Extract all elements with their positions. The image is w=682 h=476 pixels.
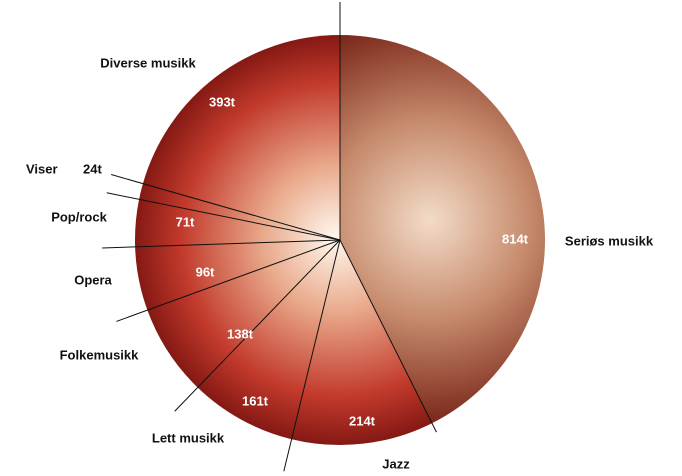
category-label: Lett musikk xyxy=(152,430,225,445)
category-label: Diverse musikk xyxy=(100,55,196,70)
value-label: 96t xyxy=(196,264,215,279)
category-label: Jazz xyxy=(382,456,410,471)
category-label: Pop/rock xyxy=(51,209,107,224)
value-label: 814t xyxy=(502,231,529,246)
category-label: Opera xyxy=(74,272,112,287)
category-label: Folkemusikk xyxy=(60,347,140,362)
value-label: 161t xyxy=(242,393,269,408)
value-label: 138t xyxy=(227,326,254,341)
category-label: Viser xyxy=(26,161,58,176)
value-label: 71t xyxy=(176,214,195,229)
value-label: 393t xyxy=(209,94,236,109)
chart: 814t Seriøs musikk 214t Jazz 161t Lett musikk… xyxy=(0,0,682,476)
value-label: 24t xyxy=(83,161,102,176)
value-label: 214t xyxy=(349,413,376,428)
category-label: Seriøs musikk xyxy=(565,233,654,248)
